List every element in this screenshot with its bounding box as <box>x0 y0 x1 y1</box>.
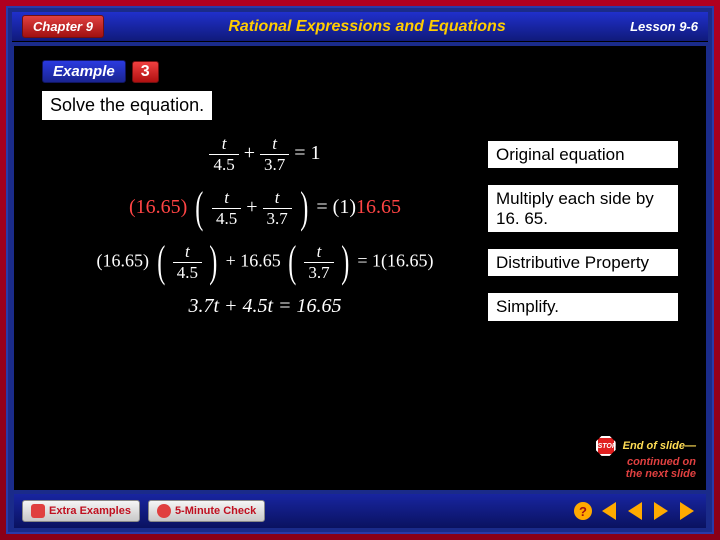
example-row: Example 3 <box>42 60 678 83</box>
endnote-line2: continued on <box>627 456 696 468</box>
steps-list: t4.5 + t3.7 = 1 Original equation (16.65… <box>42 134 678 321</box>
help-button[interactable]: ? <box>572 500 594 522</box>
blue-frame: Chapter 9 Rational Expressions and Equat… <box>6 6 714 534</box>
content-area: Example 3 Solve the equation. t4.5 + t3.… <box>14 46 706 490</box>
extra-examples-button[interactable]: Extra Examples <box>22 500 140 522</box>
step-label-2: Multiply each side by 16. 65. <box>488 185 678 232</box>
equation-3: (16.65) ( t4.5 ) + 16.65 ( t3.7 ) = 1(16… <box>42 242 488 283</box>
example-number: 3 <box>132 61 159 83</box>
next-button[interactable] <box>650 500 672 522</box>
help-icon: ? <box>574 502 592 520</box>
endnote-line1: End of slide— <box>623 440 696 452</box>
prev-button-2[interactable] <box>624 500 646 522</box>
chevron-right-icon <box>654 502 668 520</box>
chevron-right-icon <box>680 502 694 520</box>
step-1: t4.5 + t3.7 = 1 Original equation <box>42 134 678 175</box>
step-label-3: Distributive Property <box>488 249 678 277</box>
equation-2: (16.65) ( t4.5 + t3.7 ) = (1)16.65 <box>42 188 488 229</box>
header-bar: Chapter 9 Rational Expressions and Equat… <box>12 12 708 42</box>
chevron-left-icon <box>602 502 616 520</box>
step-label-1: Original equation <box>488 141 678 169</box>
step-label-4: Simplify. <box>488 293 678 321</box>
next-button-2[interactable] <box>676 500 698 522</box>
equation-4: 3.7t + 4.5t = 16.65 <box>42 295 488 318</box>
extra-examples-label: Extra Examples <box>49 505 131 517</box>
footer-bar: Extra Examples 5-Minute Check ? <box>14 494 706 528</box>
chapter-badge: Chapter 9 <box>22 15 104 38</box>
prev-button[interactable] <box>598 500 620 522</box>
instruction-text: Solve the equation. <box>42 91 212 120</box>
five-minute-check-label: 5-Minute Check <box>175 505 256 517</box>
step-4: 3.7t + 4.5t = 16.65 Simplify. <box>42 293 678 321</box>
lesson-label: Lesson 9-6 <box>630 19 698 34</box>
step-3: (16.65) ( t4.5 ) + 16.65 ( t3.7 ) = 1(16… <box>42 242 678 283</box>
step-2: (16.65) ( t4.5 + t3.7 ) = (1)16.65 Multi… <box>42 185 678 232</box>
endnote-line3: the next slide <box>626 468 696 480</box>
end-of-slide-note: STOP End of slide— continued on the next… <box>596 436 696 480</box>
equation-1: t4.5 + t3.7 = 1 <box>42 134 488 175</box>
five-minute-check-button[interactable]: 5-Minute Check <box>148 500 265 522</box>
chevron-left-icon <box>628 502 642 520</box>
example-badge: Example <box>42 60 126 83</box>
outer-frame: Chapter 9 Rational Expressions and Equat… <box>0 0 720 540</box>
stop-icon: STOP <box>596 436 616 456</box>
nav-controls: ? <box>572 500 698 522</box>
header-title: Rational Expressions and Equations <box>228 18 505 36</box>
clock-icon <box>157 504 171 518</box>
cube-icon <box>31 504 45 518</box>
